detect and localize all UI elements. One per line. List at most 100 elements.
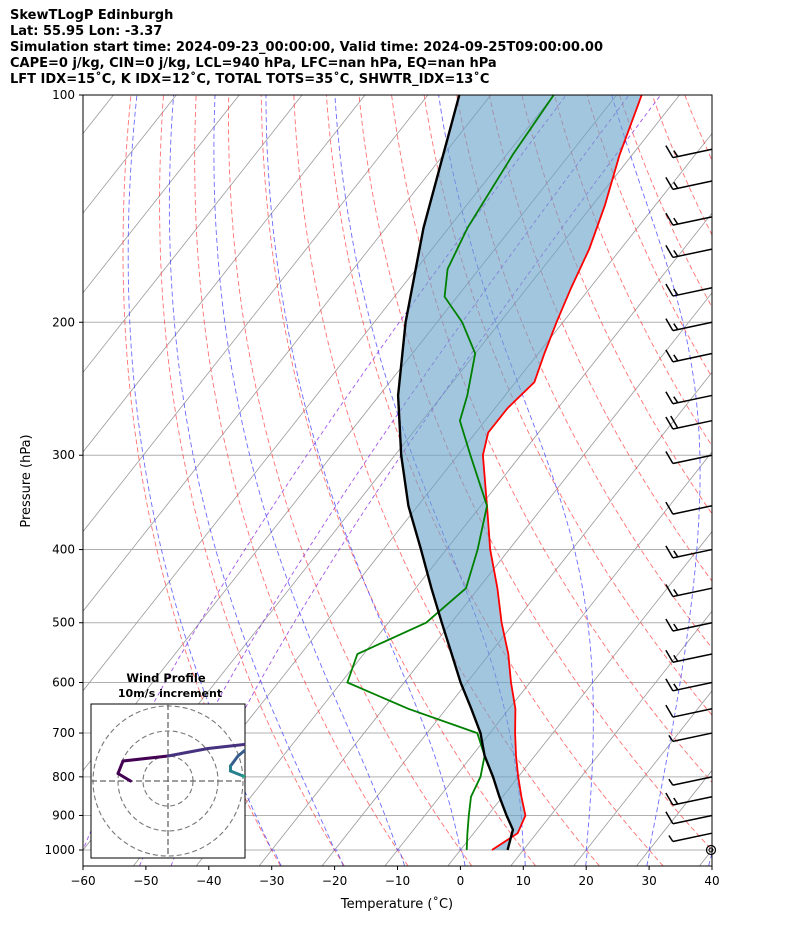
barb-shaft [672,621,713,632]
dry-adiabat [717,95,794,866]
barb-half-flag [668,734,674,742]
wind-barb [668,832,713,843]
hodograph-segment [229,769,245,778]
x-tick-label: −50 [133,874,158,888]
wind-barb [665,792,713,806]
isotherm [699,849,712,866]
dry-adiabat [228,95,473,866]
barb-flag [665,704,674,718]
wind-barb [665,176,713,191]
time-line: Simulation start time: 2024-09-23_00:00:… [10,40,603,55]
wind-barb [665,649,713,664]
barb-half-flag [673,797,679,805]
barb-flag [665,618,674,632]
wind-barb [665,391,713,405]
isotherm [321,371,712,866]
wind-barb [665,451,713,465]
wind-barb [665,349,713,363]
wind-barb [665,704,713,718]
hodograph-segment [121,754,170,763]
barb-flag [665,584,674,597]
location-line: Lat: 55.95 Lon: -3.37 [10,24,163,39]
x-tick-label: −20 [322,874,347,888]
moist-adiabat [708,848,712,866]
barb-flag [665,212,674,226]
y-tick-label: 100 [52,88,75,102]
barb-flag [665,416,674,430]
hodograph-title: Wind Profile [126,671,206,685]
x-tick-label: 20 [579,874,594,888]
barb-half-flag [673,150,679,157]
y-tick-label: 1000 [44,843,75,857]
wind-barb [665,545,713,559]
dry-adiabat [122,95,281,866]
y-tick-label: 700 [52,726,75,740]
dry-adiabat [750,95,794,866]
x-tick-label: −10 [385,874,410,888]
barb-flag [665,451,674,464]
barb-half-flag [673,323,679,330]
dry-adiabat [194,95,409,866]
y-tick-label: 900 [52,808,75,822]
dry-adiabat [586,95,712,379]
wind-barb [665,212,713,226]
wind-barb [665,283,713,297]
barb-half-flag [673,683,679,691]
chart-header: SkewTLogP Edinburgh Lat: 55.95 Lon: -3.3… [10,8,603,88]
isotherm [83,95,366,453]
wind-barb [665,811,713,825]
wind-barb [668,732,713,743]
y-tick-label: 400 [52,543,75,557]
barb-flag [665,391,674,405]
hodograph-segment [116,772,132,783]
y-tick-label: 300 [52,448,75,462]
hodograph-segment [116,759,125,775]
chart-title: SkewTLogP Edinburgh [10,8,174,23]
dry-adiabat [684,95,712,162]
wind-barb [665,584,713,598]
isotherm [83,95,303,373]
indices-line-1: CAPE=0 j/kg, CIN=0 j/kg, LCL=940 hPa, LF… [10,56,497,71]
barb-half-flag [673,396,679,404]
wind-barb [668,776,713,786]
wind-barbs [665,145,717,856]
dry-adiabat [783,95,794,866]
y-tick-label: 500 [52,616,75,630]
dry-adiabat [456,95,712,649]
barb-flag [665,145,674,158]
barb-shaft [672,832,713,843]
x-tick-label: 30 [641,874,656,888]
barb-shaft [672,681,713,692]
y-tick-label: 800 [52,770,75,784]
barb-half-flag [668,835,674,842]
wind-barb [665,318,713,332]
y-tick-label: 200 [52,315,75,329]
barb-shaft [672,708,713,718]
barb-shaft [672,587,713,598]
hodograph-segment [229,754,240,768]
cape-shading [398,95,642,850]
y-tick-label: 600 [52,676,75,690]
isotherm [573,690,712,866]
barb-shaft [672,248,713,259]
dry-adiabat [554,95,712,447]
barb-flag [665,649,674,663]
isotherm [636,769,712,866]
hodograph-segment [273,771,281,776]
barb-shaft [672,321,713,332]
barb-flag [665,318,674,331]
wind-barb [665,145,713,159]
barb-flag [670,415,679,429]
barb-half-flag [673,550,679,558]
x-tick-label: −60 [70,874,95,888]
hodograph-segment [286,754,291,759]
dry-adiabat [358,95,712,851]
barb-shaft [672,795,713,806]
hodograph-segment [206,742,245,750]
barb-half-flag [673,654,679,662]
moist-adiabat [611,95,701,866]
dry-adiabat [325,95,664,866]
barb-half-flag [673,181,679,189]
